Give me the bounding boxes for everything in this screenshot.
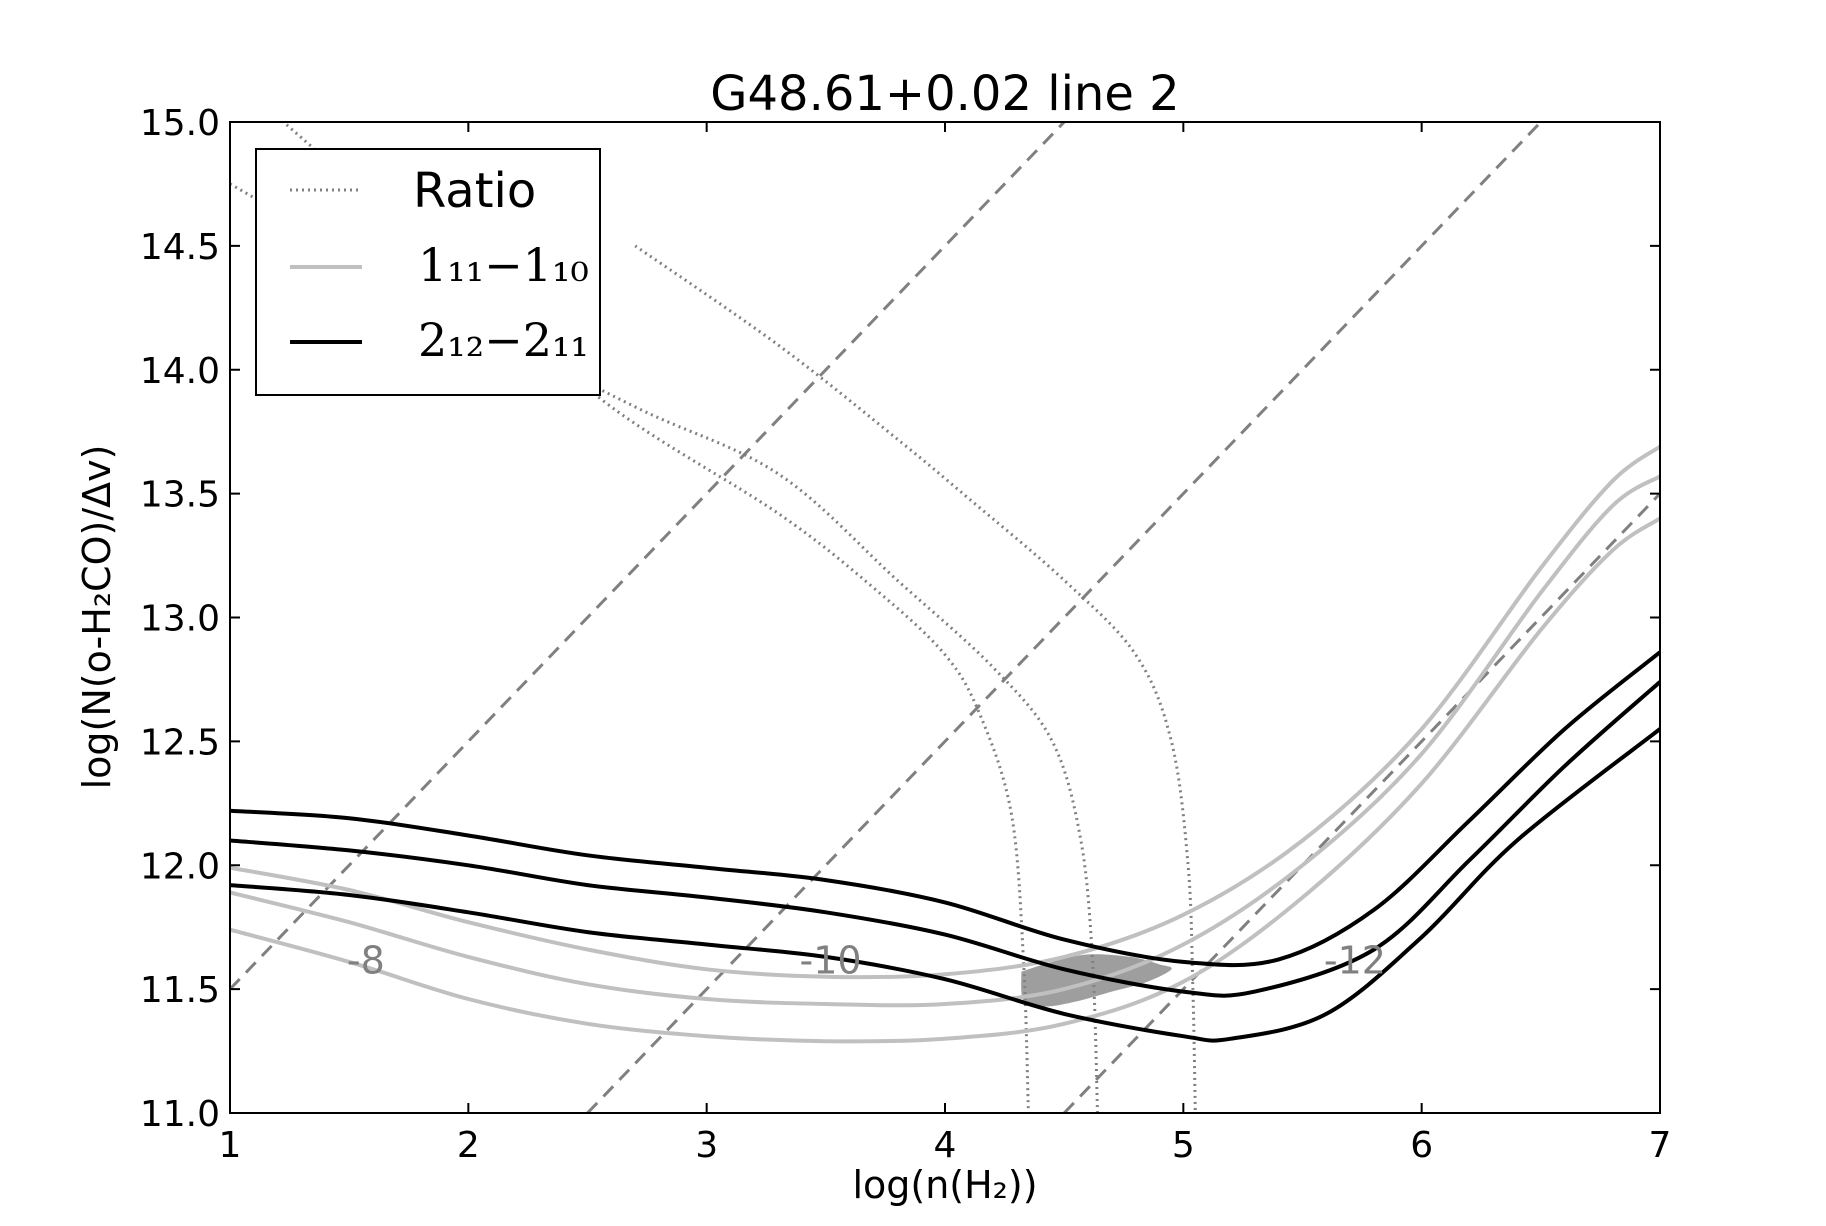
series-line-ratio-7 [230, 182, 1099, 1113]
annotation-layer: -8 -10 -12 [347, 938, 1386, 982]
x-tick-label-5: 6 [1410, 1125, 1433, 1166]
legend-box [255, 148, 601, 396]
y-tick-label-7: 14.5 [140, 227, 220, 268]
series-line-1_11-1_10-2 [230, 516, 1660, 1044]
y-tick-label-6: 14.0 [140, 351, 220, 392]
legend: Ratio 1₁₁−1₁₀ 2₁₂−2₁₁ [255, 148, 601, 396]
x-axis-title: log(n(H₂)) [852, 1163, 1037, 1207]
y-axis-title: log(N(o-H₂CO)/Δv) [75, 445, 119, 790]
x-tick-label-1: 2 [457, 1125, 480, 1166]
series-line-2_12-2_11-5 [230, 727, 1660, 1043]
series-line-1_11-1_10-0 [230, 444, 1660, 980]
x-tick-label-4: 5 [1172, 1125, 1195, 1166]
series-line-2_12-2_11-4 [230, 680, 1660, 998]
legend-label-2_12-2_11: 2₁₂−2₁₁ [418, 313, 589, 367]
y-tick-label-0: 11.0 [140, 1094, 220, 1135]
chart-title: G48.61+0.02 line 2 [710, 66, 1179, 122]
series-layer [230, 122, 1660, 1113]
x-tick-label-3: 4 [934, 1125, 957, 1166]
series-line-x-ratio-11 [1063, 492, 1660, 1113]
legend-label-ratio: Ratio [413, 163, 536, 219]
annotation-label-1: -10 [800, 938, 862, 982]
y-tick-label-1: 11.5 [140, 970, 220, 1011]
tick-layer: 1 2 3 4 5 6 7 11.0 11.5 12.0 12.5 13.0 13.5 14.0 14.5 1… [140, 103, 1672, 1166]
series-line-2_12-2_11-3 [230, 650, 1660, 968]
annotation-label-0: -8 [347, 938, 385, 982]
y-tick-label-5: 13.5 [140, 475, 220, 516]
y-tick-label-2: 12.0 [140, 846, 220, 887]
y-tick-label-4: 13.0 [140, 599, 220, 640]
legend-label-1_11-1_10: 1₁₁−1₁₀ [418, 238, 589, 292]
series-line-x-ratio-9 [230, 122, 1066, 991]
y-tick-label-3: 12.5 [140, 722, 220, 763]
annotation-label-2: -12 [1324, 938, 1386, 982]
x-tick-label-0: 1 [219, 1125, 242, 1166]
x-tick-label-2: 3 [695, 1125, 718, 1166]
y-tick-label-8: 15.0 [140, 103, 220, 144]
x-tick-label-6: 7 [1649, 1125, 1672, 1166]
